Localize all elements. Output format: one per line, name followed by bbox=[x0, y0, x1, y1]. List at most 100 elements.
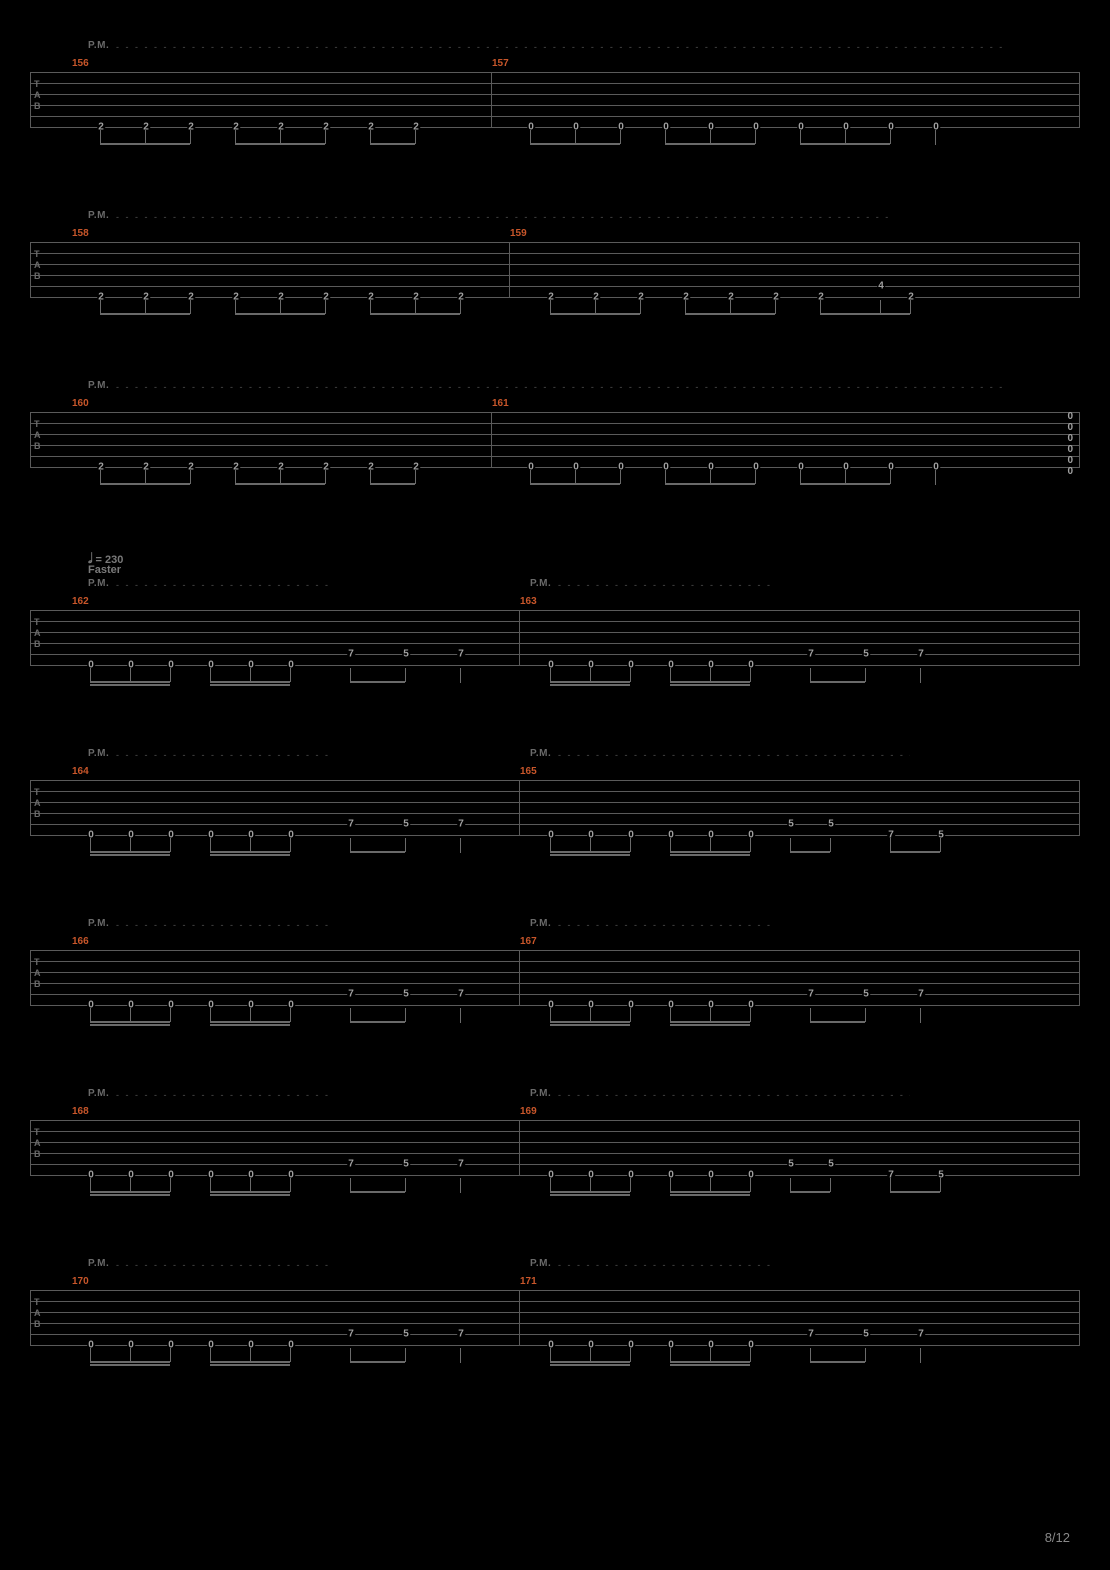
measure-number: 167 bbox=[520, 936, 537, 947]
barline bbox=[519, 951, 520, 1005]
tab-system: P.M.P.M.164165TAB0000007570000005575 bbox=[30, 748, 1080, 860]
beam-row bbox=[30, 300, 1080, 322]
tab-staff: TAB000000222222220000000000 bbox=[30, 412, 1080, 468]
fret-number: 5 bbox=[787, 819, 795, 830]
palm-mute-label: P.M. bbox=[530, 1258, 551, 1269]
fret-number: 7 bbox=[457, 1159, 465, 1170]
beam-row bbox=[30, 838, 1080, 860]
palm-mute-label: P.M. bbox=[88, 40, 109, 51]
tab-system: P.M.P.M.168169TAB0000007570000005575 bbox=[30, 1088, 1080, 1200]
measure-number: 168 bbox=[72, 1106, 89, 1117]
fret-number: 5 bbox=[402, 989, 410, 1000]
palm-mute-label: P.M. bbox=[88, 578, 109, 589]
fret-number: 7 bbox=[807, 649, 815, 660]
measure-number: 171 bbox=[520, 1276, 537, 1287]
fret-number: 5 bbox=[402, 1159, 410, 1170]
tab-clef: TAB bbox=[34, 79, 41, 112]
beam-row bbox=[30, 1178, 1080, 1200]
fret-number: 5 bbox=[862, 1329, 870, 1340]
tab-clef: TAB bbox=[34, 957, 41, 990]
tab-staff: TAB0000007570000005575 bbox=[30, 1120, 1080, 1176]
tab-system: 𝅗𝅥 = 230FasterP.M.P.M.162163TAB0000007570… bbox=[30, 550, 1080, 690]
beam-row bbox=[30, 1348, 1080, 1370]
measure-number: 159 bbox=[510, 228, 527, 239]
palm-mute-extent bbox=[116, 1260, 328, 1270]
tab-clef: TAB bbox=[34, 419, 41, 452]
palm-mute-label: P.M. bbox=[530, 1088, 551, 1099]
tab-staff: TAB222222222222222242 bbox=[30, 242, 1080, 298]
barline bbox=[519, 611, 520, 665]
tab-system: P.M.P.M.166167TAB000000757000000757 bbox=[30, 918, 1080, 1030]
fret-number: 7 bbox=[457, 819, 465, 830]
palm-mute-extent bbox=[558, 1260, 770, 1270]
tab-clef: TAB bbox=[34, 249, 41, 282]
palm-mute-extent bbox=[558, 580, 770, 590]
palm-mute-extent bbox=[116, 212, 888, 222]
fret-number: 7 bbox=[347, 649, 355, 660]
tab-staff: TAB0000007570000005575 bbox=[30, 780, 1080, 836]
barline bbox=[491, 73, 492, 127]
fret-number: 5 bbox=[827, 1159, 835, 1170]
fret-number: 7 bbox=[457, 989, 465, 1000]
fret-number: 7 bbox=[807, 1329, 815, 1340]
beam-row bbox=[30, 668, 1080, 690]
page-number: 8/12 bbox=[1045, 1530, 1070, 1545]
palm-mute-extent bbox=[558, 750, 910, 760]
fret-number: 4 bbox=[877, 281, 885, 292]
fret-number: 7 bbox=[347, 989, 355, 1000]
tab-staff: TAB000000757000000757 bbox=[30, 1290, 1080, 1346]
barline bbox=[519, 1121, 520, 1175]
measure-number: 161 bbox=[492, 398, 509, 409]
tab-staff: TAB000000757000000757 bbox=[30, 610, 1080, 666]
tab-system: P.M.P.M.170171TAB000000757000000757 bbox=[30, 1258, 1080, 1370]
measure-number: 169 bbox=[520, 1106, 537, 1117]
palm-mute-extent bbox=[116, 750, 328, 760]
fret-number: 5 bbox=[862, 649, 870, 660]
palm-mute-extent bbox=[116, 42, 1008, 52]
measure-number: 163 bbox=[520, 596, 537, 607]
measure-number: 164 bbox=[72, 766, 89, 777]
tab-staff: TAB222222220000000000 bbox=[30, 72, 1080, 128]
palm-mute-extent bbox=[116, 920, 328, 930]
barline bbox=[519, 1291, 520, 1345]
palm-mute-label: P.M. bbox=[88, 748, 109, 759]
measure-number: 165 bbox=[520, 766, 537, 777]
palm-mute-extent bbox=[558, 1090, 910, 1100]
measure-number: 157 bbox=[492, 58, 509, 69]
palm-mute-label: P.M. bbox=[88, 918, 109, 929]
tab-clef: TAB bbox=[34, 787, 41, 820]
fret-number: 7 bbox=[917, 1329, 925, 1340]
measure-number: 156 bbox=[72, 58, 89, 69]
beam-row bbox=[30, 470, 1080, 492]
measure-number: 170 bbox=[72, 1276, 89, 1287]
tab-system: P.M.158159TAB222222222222222242 bbox=[30, 210, 1080, 322]
fret-number: 5 bbox=[402, 649, 410, 660]
tempo-label: Faster bbox=[88, 564, 121, 576]
fret-number: 5 bbox=[862, 989, 870, 1000]
measure-number: 166 bbox=[72, 936, 89, 947]
palm-mute-label: P.M. bbox=[88, 380, 109, 391]
fret-number: 7 bbox=[917, 649, 925, 660]
fret-number: 7 bbox=[347, 1329, 355, 1340]
barline bbox=[509, 243, 510, 297]
palm-mute-label: P.M. bbox=[88, 1258, 109, 1269]
palm-mute-extent bbox=[116, 580, 328, 590]
palm-mute-label: P.M. bbox=[530, 918, 551, 929]
measure-number: 158 bbox=[72, 228, 89, 239]
measure-number: 160 bbox=[72, 398, 89, 409]
fret-number: 7 bbox=[347, 1159, 355, 1170]
fret-number: 7 bbox=[917, 989, 925, 1000]
tab-clef: TAB bbox=[34, 617, 41, 650]
fret-number: 7 bbox=[807, 989, 815, 1000]
fret-number: 7 bbox=[457, 649, 465, 660]
fret-number: 5 bbox=[787, 1159, 795, 1170]
palm-mute-label: P.M. bbox=[530, 748, 551, 759]
palm-mute-label: P.M. bbox=[88, 1088, 109, 1099]
tab-clef: TAB bbox=[34, 1297, 41, 1330]
barline bbox=[491, 413, 492, 467]
fret-number: 7 bbox=[347, 819, 355, 830]
tab-system: P.M. 160 161 TAB000000222222220000000000 bbox=[30, 380, 1080, 492]
chord-column: 000000 bbox=[1067, 411, 1073, 477]
fret-number: 7 bbox=[457, 1329, 465, 1340]
fret-number: 5 bbox=[402, 1329, 410, 1340]
